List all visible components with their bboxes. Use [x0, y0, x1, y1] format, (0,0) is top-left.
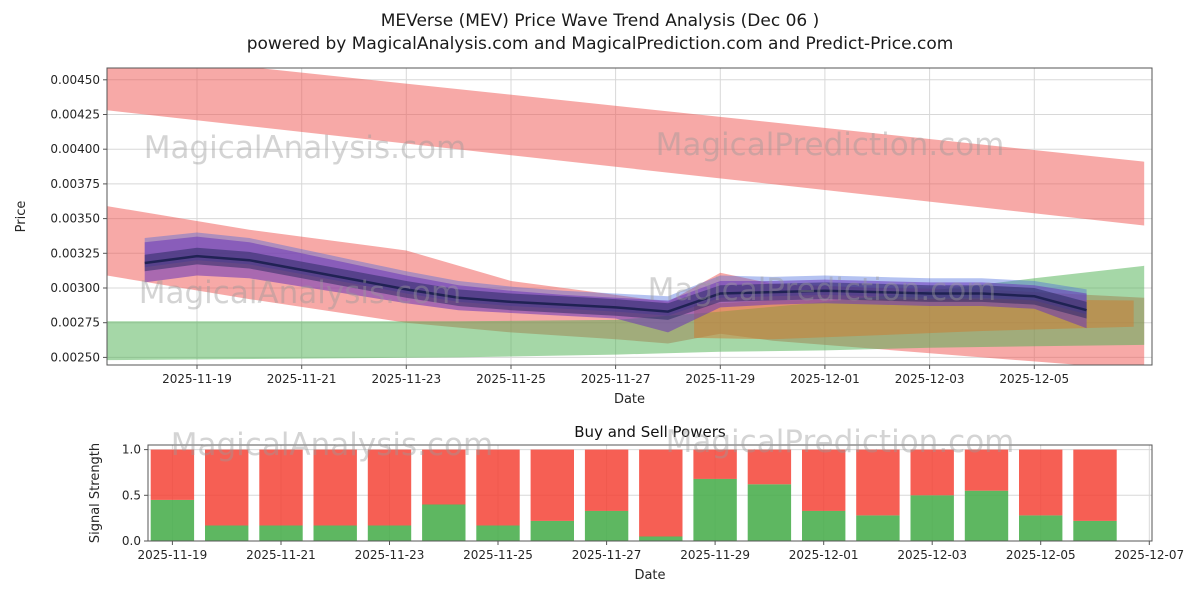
buy-power-bar: [422, 504, 466, 541]
buy-power-bar: [856, 515, 900, 541]
y-tick-label: 1.0: [122, 443, 141, 457]
buy-power-bar: [639, 536, 683, 541]
buy-power-bar: [259, 525, 303, 541]
x-tick-label: 2025-12-01: [789, 548, 859, 562]
sell-power-bar: [422, 449, 466, 505]
watermark-text: MagicalAnalysis.com: [144, 130, 466, 166]
y-tick-label: 0.00275: [50, 316, 100, 330]
plot-border: [147, 444, 1153, 542]
sell-power-bar: [964, 449, 1009, 491]
buy-power-bar: [313, 525, 357, 541]
x-tick-label: 2025-12-03: [897, 548, 967, 562]
price-wave-chart-plot-area: [107, 68, 1145, 365]
upper-red-forecast-band: [107, 68, 1145, 226]
buy-power-bar: [693, 478, 737, 541]
sell-power-bar: [910, 449, 954, 496]
y-axis-label: Price: [14, 201, 29, 233]
x-tick-label: 2025-11-23: [355, 548, 425, 562]
buy-sell-chart: 0.0 0.5 1.0 2025-11-19 2025-11-21 2025-11-23 2…: [88, 423, 1184, 583]
buy-power-bar: [150, 499, 195, 541]
buy-power-bar: [584, 510, 629, 541]
buy-power-bar: [530, 520, 574, 541]
subplot-title: Buy and Sell Powers: [574, 423, 726, 441]
dark-core-band: [144, 247, 1087, 320]
price-wave-chart: 0.00250 0.00275 0.00300 0.00325 0.00350 0.003…: [14, 67, 1153, 407]
x-tick-label: 2025-11-21: [267, 372, 337, 386]
sell-power-bar: [476, 449, 520, 526]
chart-title: MEVerse (MEV) Price Wave Trend Analysis …: [380, 11, 820, 31]
sell-power-bar: [693, 449, 737, 479]
x-tick-label: 2025-11-19: [162, 372, 232, 386]
x-tick-label: 2025-11-29: [685, 372, 755, 386]
watermark-text: MagicalPrediction.com: [656, 127, 1005, 163]
plot-border: [106, 67, 1153, 366]
x-tick-label: 2025-11-19: [138, 548, 208, 562]
buy-power-bar: [1073, 520, 1117, 541]
x-tick-label: 2025-12-03: [895, 372, 965, 386]
price-trend-line: [144, 254, 1087, 313]
y-tick-label: 0.00325: [50, 246, 100, 260]
sell-power-bar: [1019, 449, 1063, 516]
watermark-text: MagicalAnalysis.com: [139, 275, 461, 311]
y-axis-label: Signal Strength: [88, 443, 103, 543]
x-tick-label: 2025-11-27: [572, 548, 642, 562]
y-tick-label: 0.00450: [50, 73, 100, 87]
x-tick-label: 2025-11-25: [463, 548, 533, 562]
watermark-text: MagicalAnalysis.com: [171, 427, 493, 463]
x-axis-label: Date: [634, 568, 665, 583]
y-tick-label: 0.0: [122, 534, 141, 548]
watermark-text: MagicalPrediction.com: [666, 424, 1015, 460]
y-tick-label: 0.00400: [50, 142, 100, 156]
x-tick-label: 2025-12-05: [999, 372, 1069, 386]
x-tick-label: 2025-11-23: [371, 372, 441, 386]
sell-power-bar: [1073, 449, 1117, 521]
watermark-text: MagicalPrediction.com: [648, 272, 997, 308]
x-tick-label: 2025-12-05: [1006, 548, 1076, 562]
x-tick-label: 2025-12-01: [790, 372, 860, 386]
sell-power-bar: [259, 449, 303, 526]
sell-power-bar: [530, 449, 574, 521]
y-tick-label: 0.00300: [50, 281, 100, 295]
sell-power-bar: [150, 449, 195, 500]
buy-power-bar: [910, 495, 954, 541]
green-support-band: [107, 265, 1145, 361]
x-tick-label: 2025-11-25: [476, 372, 546, 386]
y-tick-label: 0.00375: [50, 177, 100, 191]
x-axis-label: Date: [614, 392, 645, 407]
sell-power-bar: [584, 449, 629, 511]
x-tick-label: 2025-12-07: [1114, 548, 1184, 562]
y-tick-label: 0.00350: [50, 212, 100, 226]
y-tick-label: 0.00250: [50, 350, 100, 364]
buy-power-bar: [802, 510, 846, 541]
buy-power-bar: [747, 484, 792, 541]
buy-power-bar: [964, 490, 1009, 541]
sell-power-bar: [367, 449, 412, 526]
sell-power-bar: [205, 449, 249, 526]
sell-power-bar: [747, 449, 792, 485]
buy-power-bar: [1019, 515, 1063, 541]
y-tick-label: 0.5: [122, 488, 141, 502]
y-tick-label: 0.00425: [50, 107, 100, 121]
buy-power-bar: [205, 525, 249, 541]
sell-power-bar: [639, 449, 683, 537]
buy-power-bar: [367, 525, 412, 541]
sell-power-bar: [802, 449, 846, 511]
buy-power-bar: [476, 525, 520, 541]
sell-power-bar: [313, 449, 357, 526]
x-tick-label: 2025-11-21: [246, 548, 316, 562]
orange-wave-band: [694, 299, 1134, 340]
sell-power-bar: [856, 449, 900, 516]
x-tick-label: 2025-11-27: [581, 372, 651, 386]
buy-sell-chart-plot-area: [150, 449, 1117, 541]
chart-subtitle: powered by MagicalAnalysis.com and Magic…: [246, 34, 954, 54]
x-tick-label: 2025-11-29: [680, 548, 750, 562]
